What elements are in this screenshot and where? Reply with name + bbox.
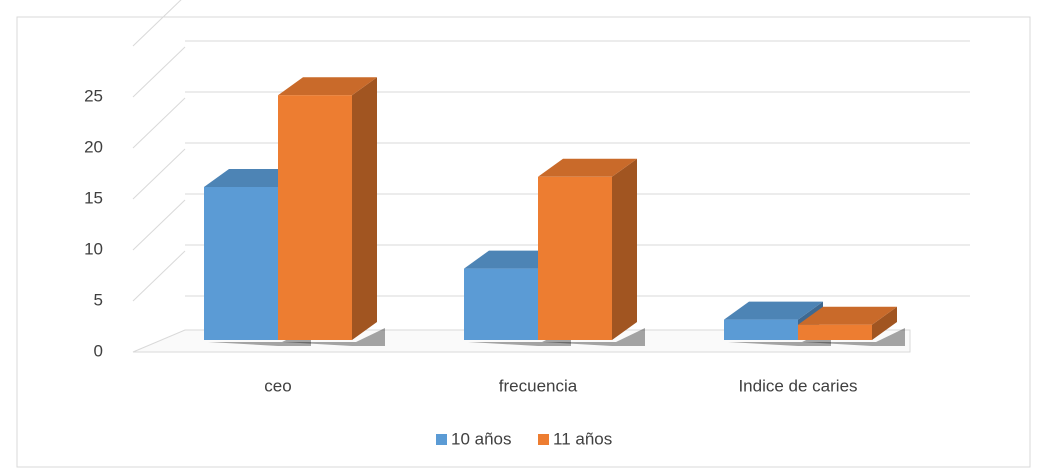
bar-side [872, 306, 897, 340]
grid-line [132, 148, 186, 200]
y-tick-label: 15 [84, 188, 103, 207]
bar-side [352, 77, 377, 340]
legend-label: 10 años [451, 429, 512, 448]
bar-top [798, 306, 897, 325]
legend-swatch [436, 434, 447, 445]
y-tick-label: 5 [94, 290, 103, 309]
x-tick-label: ceo [264, 376, 291, 395]
bar-top [538, 158, 637, 177]
grid-line [132, 46, 186, 98]
grid-line [132, 199, 186, 251]
legend-label: 11 años [553, 429, 612, 448]
grid-line [132, 0, 182, 47]
legend-swatch [538, 434, 549, 445]
bar-top [278, 77, 377, 96]
bar-shadow [468, 328, 571, 346]
bar-side [612, 158, 637, 340]
bar-shadow [282, 328, 385, 346]
bar [204, 187, 278, 340]
bar-shadow [728, 328, 831, 346]
grid-line [132, 250, 186, 302]
grid-line [132, 97, 186, 149]
bar-top [724, 301, 823, 320]
bar [538, 176, 612, 340]
y-tick-label: 0 [94, 341, 103, 360]
y-tick-label: 10 [84, 239, 103, 258]
bar-shadow [542, 328, 645, 346]
bar [724, 319, 798, 340]
bar-shadow [802, 328, 905, 346]
y-tick-label: 25 [84, 86, 103, 105]
bar [464, 268, 538, 340]
chart-border [16, 16, 1031, 468]
y-tick-label: 20 [84, 137, 103, 156]
bar [798, 324, 872, 340]
bar [278, 95, 352, 340]
bar-shadow [208, 328, 311, 346]
x-tick-label: frecuencia [499, 376, 578, 395]
x-tick-label: Indice de caries [738, 376, 857, 395]
